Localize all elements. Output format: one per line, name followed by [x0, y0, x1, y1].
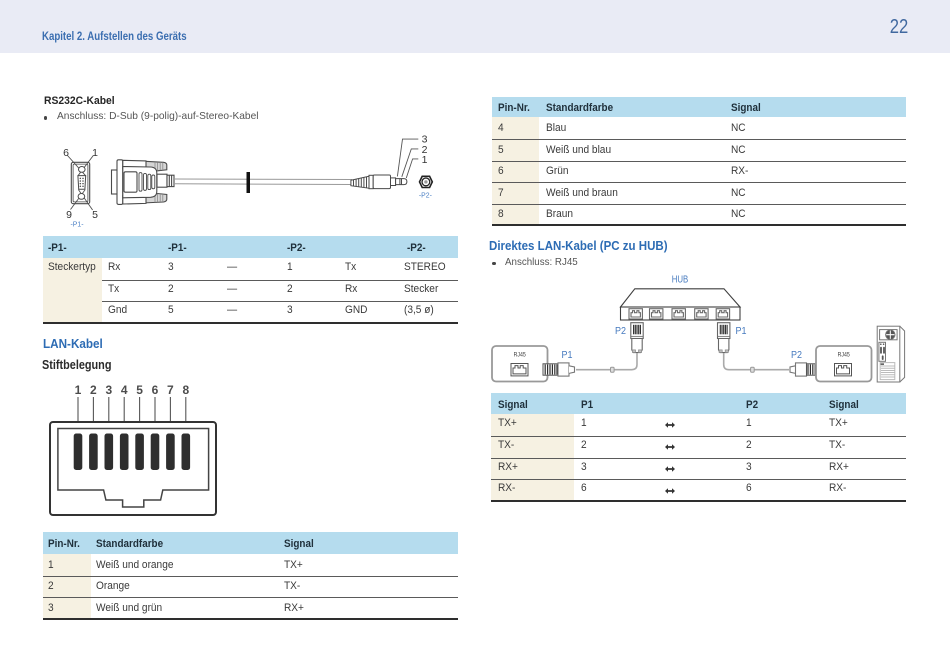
svg-text:2: 2 [90, 383, 97, 397]
svg-text:6: 6 [152, 383, 159, 397]
svg-text:1: 1 [92, 147, 98, 159]
svg-text:1: 1 [422, 154, 428, 166]
svg-text:RJ45: RJ45 [838, 352, 850, 359]
svg-text:8: 8 [182, 383, 189, 397]
svg-text:-P1-: -P1- [71, 220, 84, 229]
svg-text:7: 7 [167, 383, 174, 397]
svg-text:P1: P1 [562, 350, 573, 361]
svg-text:HUB: HUB [672, 275, 689, 286]
svg-text:1: 1 [75, 383, 82, 397]
svg-text:RJ45: RJ45 [514, 352, 526, 359]
svg-text:5: 5 [136, 383, 143, 397]
svg-text:-P2-: -P2- [419, 191, 432, 200]
svg-text:P2: P2 [615, 326, 626, 337]
svg-text:3: 3 [105, 383, 112, 397]
svg-text:2: 2 [422, 144, 428, 156]
svg-text:9: 9 [66, 209, 72, 221]
svg-text:3: 3 [422, 133, 428, 145]
svg-text:P1: P1 [736, 326, 747, 337]
svg-text:5: 5 [92, 209, 98, 221]
svg-text:4: 4 [121, 383, 128, 397]
svg-text:P2: P2 [791, 350, 802, 361]
svg-text:6: 6 [63, 147, 69, 159]
